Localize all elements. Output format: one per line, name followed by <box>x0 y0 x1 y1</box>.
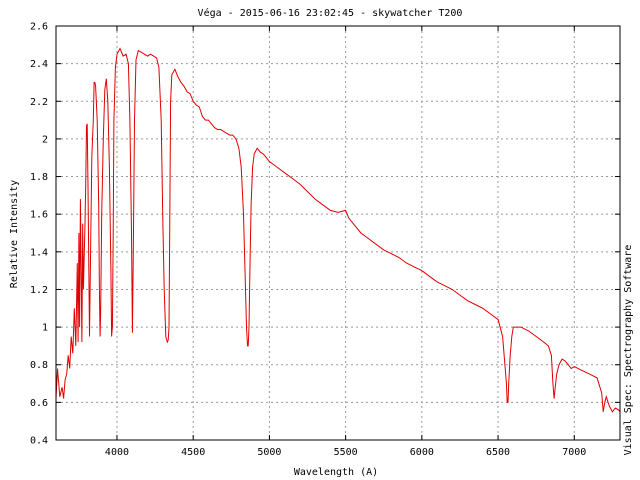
y-tick-label: 0.4 <box>30 436 48 447</box>
x-tick-label: 6500 <box>486 447 510 458</box>
x-tick-label: 4000 <box>105 447 129 458</box>
grid <box>56 26 620 440</box>
x-tick-label: 7000 <box>562 447 586 458</box>
x-tick-label: 5000 <box>257 447 281 458</box>
y-tick-label: 0.8 <box>30 360 48 371</box>
x-axis-ticks: 4000 4500 5000 5500 6000 6500 7000 <box>105 26 586 458</box>
y-axis-label: Relative Intensity <box>9 180 20 288</box>
y-tick-label: 2.6 <box>30 22 48 33</box>
y-tick-label: 1.6 <box>30 210 48 221</box>
spectrum-series-line <box>55 47 621 413</box>
y-tick-label: 2.4 <box>30 59 48 70</box>
x-tick-label: 6000 <box>410 447 434 458</box>
y-tick-label: 2 <box>42 134 48 145</box>
x-tick-label: 5500 <box>334 447 358 458</box>
y-tick-label: 1 <box>42 323 48 334</box>
y-tick-label: 1.8 <box>30 172 48 183</box>
x-axis-label: Wavelength (A) <box>294 467 378 478</box>
software-credit-label: Visual Spec: Spectrography Software <box>623 245 634 456</box>
y-tick-label: 2.2 <box>30 97 48 108</box>
y-axis-ticks: 0.4 0.6 0.8 1 1.2 1.4 1.6 1.8 2 2.2 2.4 2.6 <box>30 22 620 447</box>
y-tick-label: 1.4 <box>30 247 48 258</box>
y-tick-label: 0.6 <box>30 398 48 409</box>
y-tick-label: 1.2 <box>30 285 48 296</box>
plot-frame <box>55 25 621 441</box>
x-tick-label: 4500 <box>181 447 205 458</box>
chart-title: Véga - 2015-06-16 23:02:45 - skywatcher … <box>198 7 463 19</box>
